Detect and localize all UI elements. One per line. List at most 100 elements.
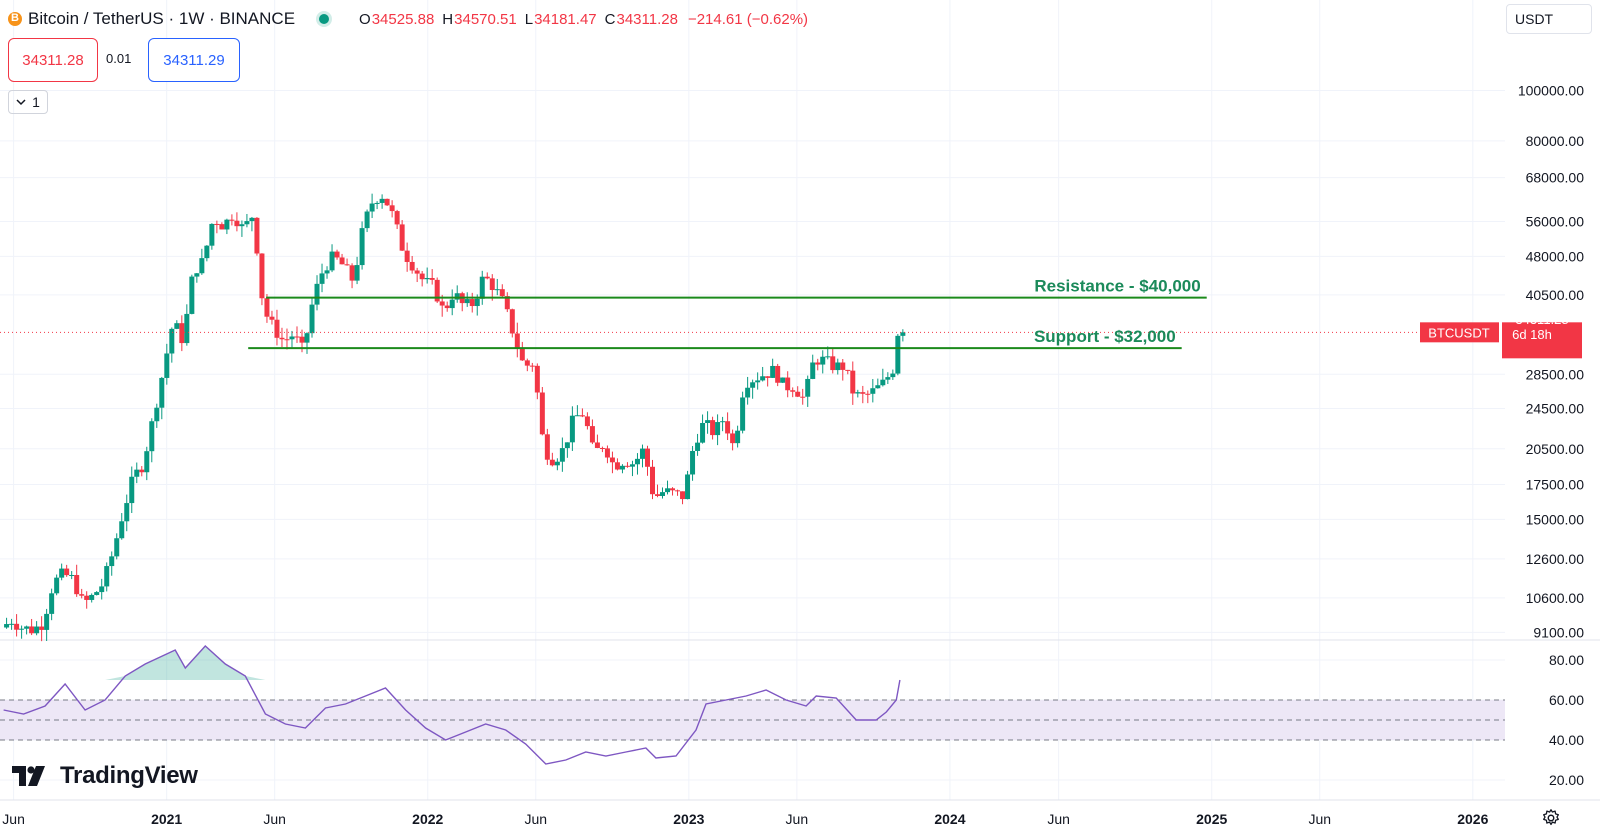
symbol-title[interactable]: Bitcoin / TetherUS · 1W · BINANCE (28, 9, 296, 28)
rsi-axis-tick: 40.00 (1549, 732, 1584, 748)
candle-body (279, 337, 285, 340)
time-axis-tick: Jun (1308, 811, 1331, 827)
candle-body (269, 316, 275, 320)
candle-body (119, 521, 125, 539)
candle-body (649, 466, 655, 495)
candle-body (755, 380, 761, 383)
candle-body (900, 332, 906, 336)
candle-body (454, 293, 460, 300)
candle-body (544, 434, 550, 460)
candle-body (414, 270, 420, 274)
price-axis-tick: 48000.00 (1526, 248, 1585, 264)
candle-body (529, 365, 535, 367)
tradingview-logo-icon (12, 766, 45, 786)
rsi-overbought-fill (3, 646, 900, 680)
candle-body (660, 492, 666, 496)
candle-body (634, 458, 640, 465)
tradingview-logo[interactable]: TradingView (12, 762, 198, 790)
candle-body (214, 223, 220, 225)
candle-body (374, 202, 380, 204)
candle-body (334, 251, 340, 258)
candle-body (509, 309, 515, 334)
candle-body (114, 538, 120, 557)
legend-header: Bitcoin / TetherUS · 1W · BINANCE O34525… (8, 8, 808, 30)
high-label: H (442, 10, 454, 28)
candle-body (89, 594, 95, 600)
candle-body (219, 224, 225, 230)
candle-body (514, 333, 520, 348)
candle-body (770, 365, 776, 378)
candle-body (885, 377, 891, 380)
rsi-line (3, 645, 901, 765)
candle-body (274, 319, 280, 338)
candle-body (815, 362, 821, 365)
time-axis-tick: 2023 (673, 811, 704, 827)
gear-icon[interactable] (1540, 807, 1562, 829)
candle-body (69, 574, 75, 576)
time-axis-tick: 2024 (934, 811, 965, 827)
candle-body (189, 276, 195, 314)
candle-body (890, 373, 896, 378)
candle-body (54, 577, 60, 594)
price-axis-tick: 20500.00 (1526, 441, 1585, 457)
candle-body (139, 469, 145, 473)
candle-body (875, 385, 881, 389)
candle-body (665, 488, 671, 493)
candle-body (124, 503, 130, 522)
candle-body (780, 377, 786, 383)
indicators-count: 1 (32, 94, 40, 110)
currency-select[interactable]: USDT (1506, 4, 1592, 34)
price-axis-tick: 100000.00 (1518, 82, 1584, 98)
candle-body (224, 219, 230, 230)
sell-button[interactable]: 34311.28 (8, 38, 98, 82)
candle-body (399, 224, 405, 251)
candle-body (104, 566, 110, 587)
candle-body (319, 273, 325, 284)
indicators-toggle-button[interactable]: 1 (8, 90, 48, 114)
price-axis-tick: 12600.00 (1526, 551, 1585, 567)
candle-body (204, 245, 210, 259)
time-axis-tick: Jun (2, 811, 25, 827)
market-status-icon (319, 14, 330, 24)
candle-body (775, 365, 781, 383)
candle-body (589, 426, 595, 443)
candle-body (44, 613, 50, 630)
candle-body (519, 347, 525, 361)
candle-body (760, 376, 766, 381)
candle-body (314, 283, 320, 305)
candle-body (179, 323, 185, 344)
candle-body (389, 205, 395, 212)
candle-body (629, 464, 635, 467)
candle-body (424, 277, 430, 280)
candle-body (825, 356, 831, 358)
time-axis-tick: Jun (1047, 811, 1070, 827)
candle-body (735, 430, 741, 444)
candle-body (574, 415, 580, 417)
candle-body (609, 457, 615, 463)
time-axis-tick: 2026 (1457, 811, 1488, 827)
price-axis-tick: 24500.00 (1526, 400, 1585, 416)
time-axis-tick: 2021 (151, 811, 182, 827)
candle-body (244, 221, 250, 225)
candle-body (354, 265, 360, 281)
buy-button[interactable]: 34311.29 (148, 38, 240, 82)
candle-body (499, 289, 505, 297)
candle-body (720, 421, 726, 423)
candle-body (309, 304, 315, 334)
candle-body (439, 301, 445, 306)
candle-body (484, 276, 490, 279)
candle-body (49, 593, 55, 614)
candle-body (559, 448, 565, 462)
candle-body (184, 313, 190, 344)
level-label: Support - $32,000 (1034, 327, 1176, 346)
candle-body (835, 362, 841, 371)
candle-body (599, 447, 605, 449)
price-axis-tick: 15000.00 (1526, 511, 1585, 527)
candle-body (64, 568, 70, 576)
candle-body (349, 265, 355, 281)
candle-body (339, 257, 345, 265)
candle-body (154, 407, 160, 422)
candle-body (379, 198, 385, 203)
candle-body (850, 370, 856, 394)
